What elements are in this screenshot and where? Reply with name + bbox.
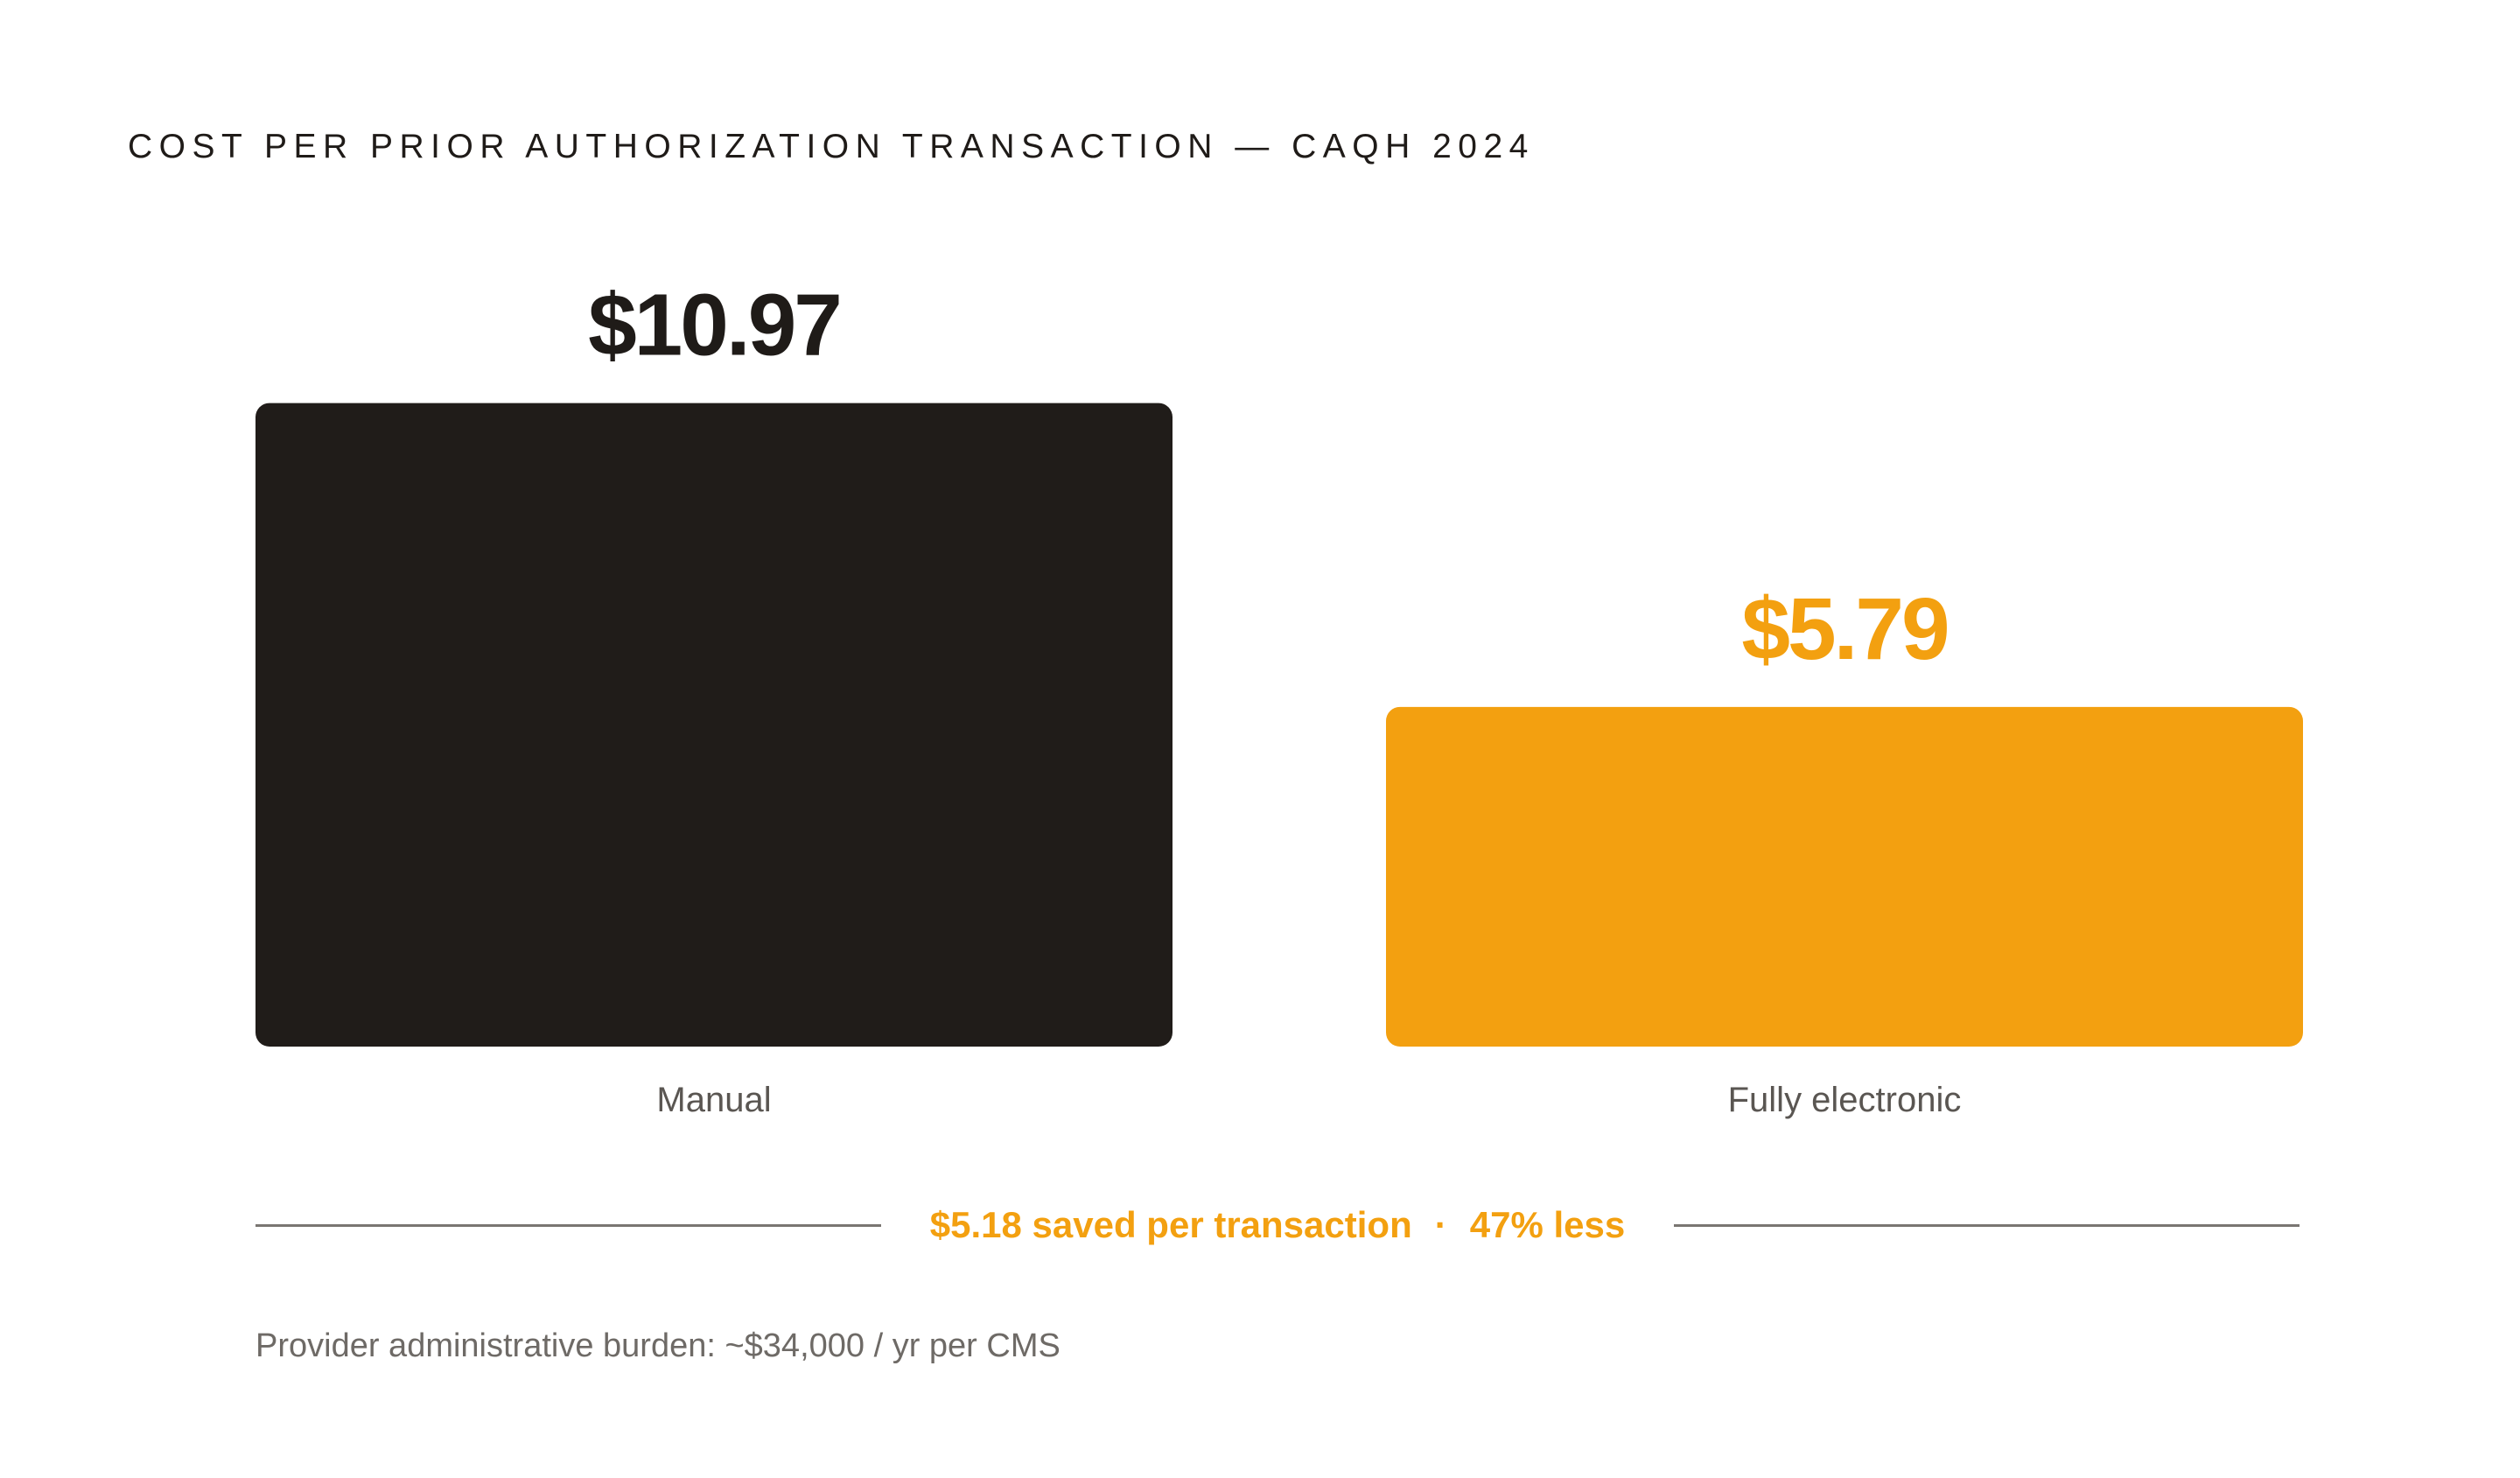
category-label-fully-electronic: Fully electronic — [1728, 1081, 1962, 1119]
savings-percent: 47% less — [1469, 1204, 1626, 1245]
category-label-manual: Manual — [656, 1081, 771, 1119]
savings-amount: $5.18 saved per transaction — [929, 1204, 1412, 1245]
value-label-fully-electronic: $5.79 — [1741, 580, 1947, 678]
value-label-manual: $10.97 — [588, 277, 840, 375]
footnote: Provider administrative burden: ~$34,000… — [256, 1327, 1060, 1364]
savings-callout: $5.18 saved per transaction · 47% less — [256, 1194, 2300, 1256]
chart-title: COST PER PRIOR AUTHORIZATION TRANSACTION… — [128, 128, 1535, 165]
bar-manual — [256, 403, 1172, 1047]
savings-left-rule — [256, 1223, 881, 1227]
savings-right-rule — [1674, 1223, 2300, 1227]
savings-separator: · — [1434, 1204, 1447, 1245]
bar-fully-electronic — [1386, 706, 2303, 1047]
savings-text: $5.18 saved per transaction · 47% less — [881, 1204, 1674, 1246]
